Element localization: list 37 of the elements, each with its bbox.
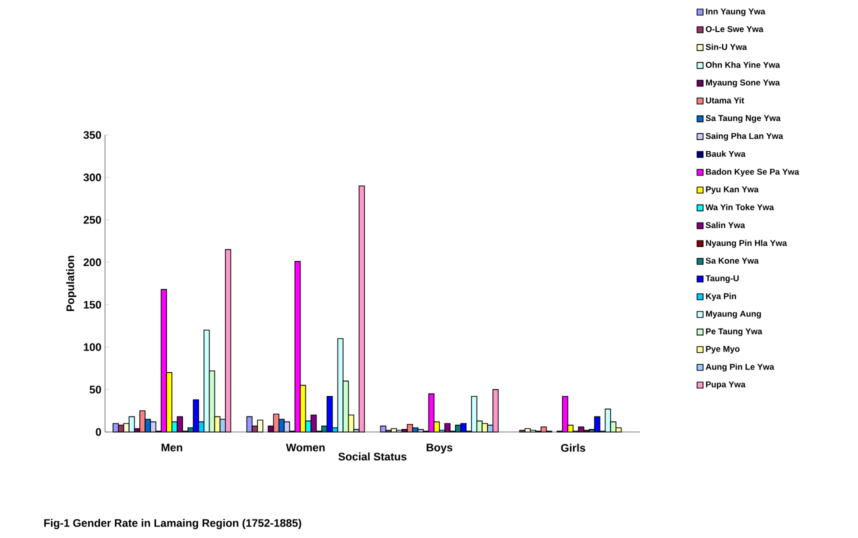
y-tick-label: 250	[84, 216, 102, 224]
legend-label: Bauk Ywa	[706, 150, 746, 157]
y-tick-label: 100	[84, 343, 102, 352]
x-axis-title: Social Status	[338, 452, 406, 460]
legend-label: Aung Pin Le Ywa	[706, 364, 774, 372]
legend-label: Inn Yaung Ywa	[706, 8, 766, 16]
legend-label: Taung-U	[706, 275, 739, 283]
legend-label: Utama Yit	[706, 97, 744, 104]
x-tick-label: Boys	[426, 444, 452, 454]
y-tick-label: 200	[84, 258, 102, 266]
y-tick-label: 150	[84, 300, 102, 309]
legend-label: Pupa Ywa	[706, 381, 746, 390]
legend-label: Myaung Sone Ywa	[706, 80, 780, 88]
legend-label: Badon Kyee Se Pa Ywa	[706, 168, 800, 176]
x-tick-label: Women	[286, 444, 325, 452]
text: Fig-1 Gender Rate in Lamaing Region (1752-1885)	[44, 518, 302, 530]
legend-label: Sa Taung Nge Ywa	[706, 115, 781, 123]
y-tick-label: 350	[83, 131, 102, 139]
legend-label: Sin-U Ywa	[706, 44, 747, 50]
legend-label: Sa Kone Ywa	[706, 258, 759, 264]
legend-label: Pe Taung Ywa	[706, 328, 762, 336]
legend-label: Kya Pin	[706, 292, 736, 301]
legend-label: Wa Yin Toke Ywa	[706, 204, 774, 210]
legend-label: O-Le Swe Ywa	[706, 26, 764, 32]
legend-label: Myaung Aung	[706, 310, 761, 318]
y-axis-title: Population	[66, 256, 76, 312]
legend-label: Pyu Kan Ywa	[706, 186, 759, 194]
y-tick-label: 300	[83, 174, 102, 182]
legend-label: Salin Ywa	[706, 222, 746, 228]
y-tick-label: 0	[96, 428, 102, 436]
x-tick-label: Girls	[561, 444, 586, 452]
legend-label: Ohn Kha Yine Ywa	[706, 62, 780, 68]
legend-label: Saing Pha Lan Ywa	[706, 132, 784, 141]
legend-label: Pye Myo	[706, 346, 740, 354]
x-tick-label: Men	[162, 444, 182, 452]
legend-label: Nyaung Pin Hla Ywa	[706, 240, 787, 248]
y-tick-label: 50	[90, 386, 102, 394]
